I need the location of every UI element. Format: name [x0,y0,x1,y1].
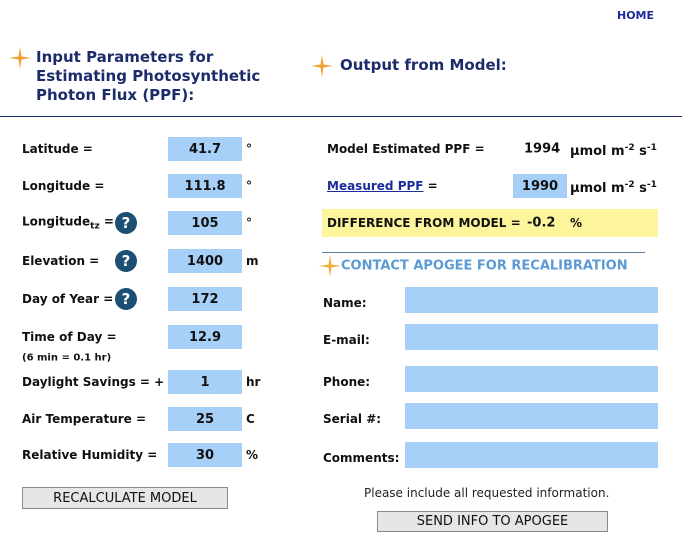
field-label: Time of Day = [22,330,117,344]
field-label: Air Temperature = [22,412,147,426]
field-label: Elevation = [22,254,100,268]
unit-text: s [634,181,647,197]
input-box[interactable] [405,442,658,468]
field-label: Phone: [323,375,371,389]
unit: m [246,254,259,268]
star-icon [319,255,341,277]
input-box[interactable] [405,366,658,392]
input-box[interactable]: 172 [168,287,242,311]
unit: % [570,216,583,230]
field-label: Longitudetz = [22,214,114,231]
field-label: Serial #: [323,412,382,426]
field-label: Relative Humidity = [22,448,158,462]
output-label: Measured PPF = [327,179,438,193]
difference-label: DIFFERENCE FROM MODEL = [327,216,521,230]
input-box[interactable] [405,287,658,313]
unit-exponent: -2 [624,179,635,190]
field-label: Day of Year = [22,292,114,306]
panel-title: Input Parameters for [36,48,214,66]
help-icon[interactable]: ? [115,212,137,234]
measured-link[interactable]: Measured PPF [327,179,424,193]
field-label: Daylight Savings = + [22,375,165,389]
input-box[interactable] [405,324,658,350]
panel-title: Output from Model: [340,56,507,74]
panel-title: Estimating Photosynthetic [36,67,261,85]
input-box[interactable]: 1400 [168,249,242,273]
unit-exponent: -1 [646,179,657,190]
unit-exponent: -1 [646,142,657,153]
unit: ° [246,216,252,230]
field-label: Name: [323,296,367,310]
divider [0,116,682,117]
divider [322,252,645,253]
input-box[interactable] [405,403,658,429]
label-text: = [103,214,114,229]
recalculate-button[interactable]: RECALCULATE MODEL [22,487,228,509]
field-label: Comments: [323,451,400,465]
field-label: Latitude = [22,142,93,156]
label-text: = [427,179,438,193]
output-value: 1994 [524,141,561,157]
input-box[interactable]: 111.8 [168,174,242,198]
unit: µmol m-2 s-1 [570,143,657,159]
unit: % [246,448,259,462]
input-box[interactable]: 105 [168,211,242,235]
unit: ° [246,142,252,156]
contact-title: CONTACT APOGEE FOR RECALIBRATION [341,258,628,274]
help-icon[interactable]: ? [115,288,137,310]
input-box[interactable]: 41.7 [168,137,242,161]
star-icon [9,47,31,69]
input-box[interactable]: 1 [168,370,242,394]
panel-title: Photon Flux (PPF): [36,86,195,104]
star-icon [311,55,333,77]
help-icon[interactable]: ? [115,250,137,272]
unit-text: µmol m [570,181,625,197]
measured-box[interactable]: 1990 [513,174,567,198]
unit-text: s [634,144,647,160]
info-note: Please include all requested information… [364,486,610,500]
field-note: (6 min = 0.1 hr) [22,352,112,364]
label-text: Longitude [22,214,91,229]
difference-highlight [322,209,658,237]
output-label: Model Estimated PPF = [327,142,485,156]
send-button[interactable]: SEND INFO TO APOGEE [377,511,608,532]
unit: ° [246,179,252,193]
home-link[interactable]: HOME [617,9,655,22]
input-box[interactable]: 12.9 [168,325,242,349]
unit: hr [246,375,261,389]
field-label: E-mail: [323,333,370,347]
difference-value: -0.2 [527,215,556,231]
input-box[interactable]: 30 [168,443,242,467]
unit-exponent: -2 [624,142,635,153]
input-box[interactable]: 25 [168,407,242,431]
unit-text: µmol m [570,144,625,160]
label-subscript: tz [90,221,100,232]
unit: C [246,412,255,426]
unit: µmol m-2 s-1 [570,180,657,196]
field-label: Longitude = [22,179,105,193]
